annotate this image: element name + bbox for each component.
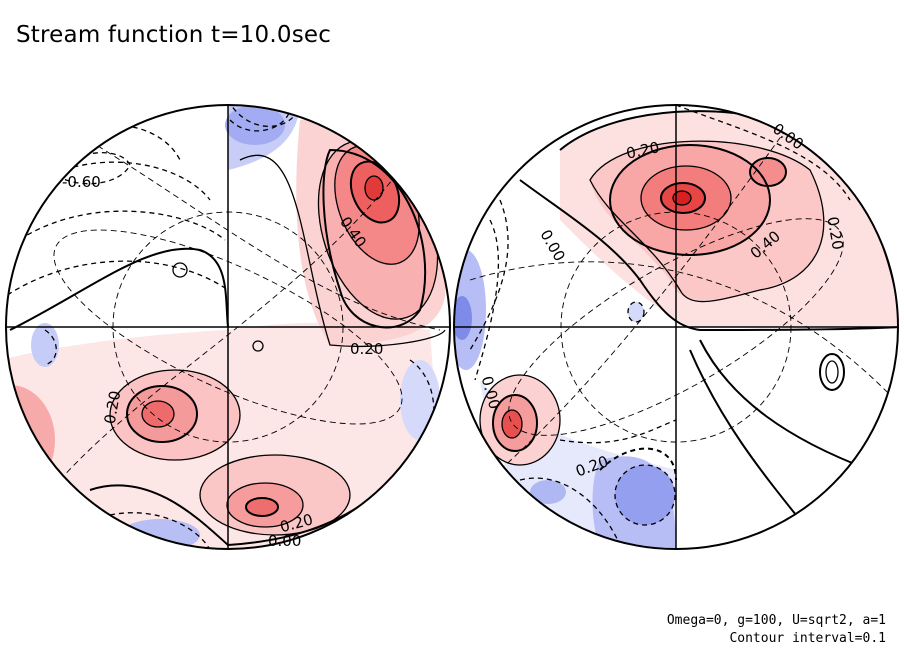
parameters-note: Omega=0, g=100, U=sqrt2, a=1 xyxy=(666,613,886,628)
left-fill-layer xyxy=(6,105,446,549)
right-hemisphere: 0.20 0.00 0.40 0.20 0.00 0.00 0.20 xyxy=(453,104,899,550)
contour-label: 0.20 xyxy=(101,389,125,425)
figure-title: Stream function t=10.0sec xyxy=(16,22,332,48)
contour-label: -0.60 xyxy=(62,173,101,191)
contour-label: 0.20 xyxy=(350,340,383,358)
left-hemisphere: -0.60 0.40 0.20 0.20 0.20 0.00 xyxy=(5,104,451,550)
contour-interval-note: Contour interval=0.1 xyxy=(729,631,886,646)
contour-label: 0.00 xyxy=(268,532,301,550)
contour-label: 0.20 xyxy=(823,215,847,251)
right-hemisphere-boundary xyxy=(453,104,899,550)
right-fill-layer xyxy=(454,111,898,549)
left-hemisphere-boundary xyxy=(5,104,451,550)
contour-label: 0.00 xyxy=(536,227,568,265)
